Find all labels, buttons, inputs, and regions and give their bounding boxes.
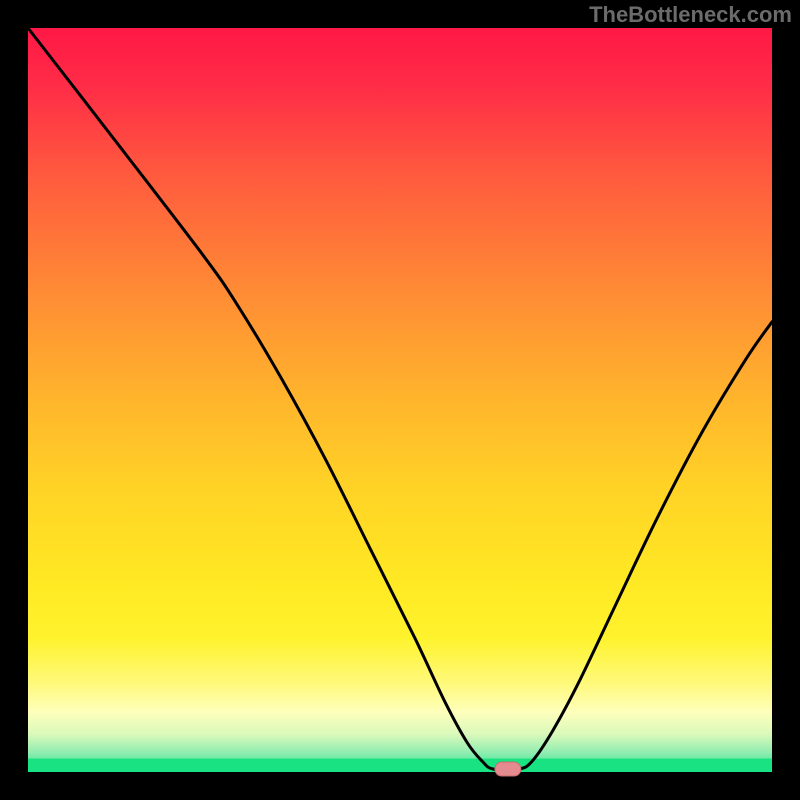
plot-background xyxy=(28,28,772,772)
optimum-marker xyxy=(495,762,521,776)
bottleneck-chart: TheBottleneck.com xyxy=(0,0,800,800)
baseline-band xyxy=(28,759,772,772)
watermark-text: TheBottleneck.com xyxy=(589,2,792,28)
chart-svg xyxy=(0,0,800,800)
